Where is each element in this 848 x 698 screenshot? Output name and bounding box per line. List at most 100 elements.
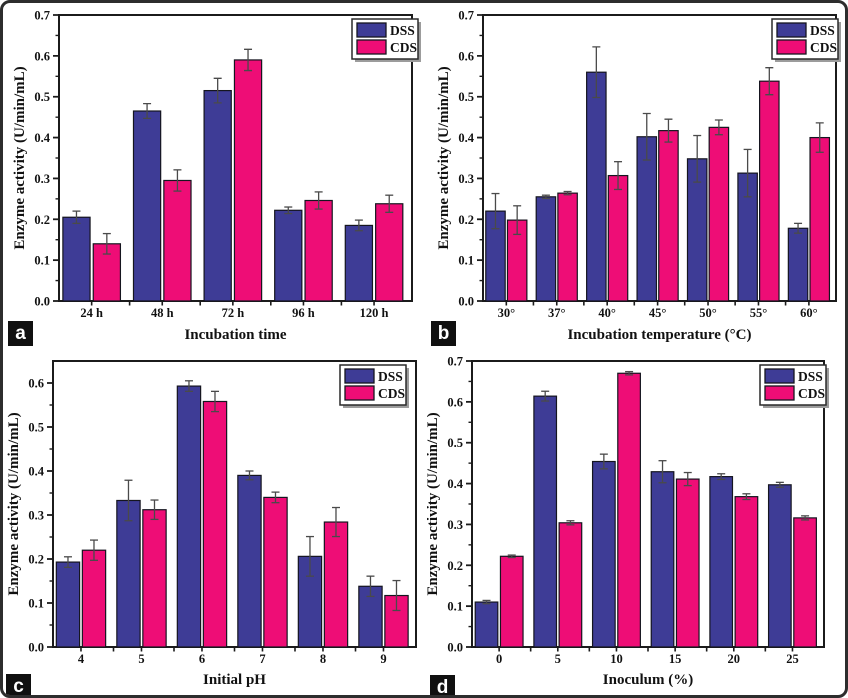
bar-dss (636, 136, 658, 302)
chart-b-svg: 0.0 0.1 0.2 0.3 0.4 0.5 0.6 0.7 30° 37° 40° 45° 50° 5… (436, 9, 841, 343)
x-tick-label: 30° (498, 306, 516, 320)
y-tick-label: 0.5 (458, 90, 474, 104)
legend-swatch-cds (356, 39, 387, 55)
bar-dss (650, 471, 675, 648)
x-tick-label: 40° (598, 306, 616, 320)
x-tick-label: 120 h (360, 306, 389, 320)
bar-cds (809, 136, 831, 302)
x-tick-label: 15 (669, 652, 682, 666)
y-tick-label: 0.5 (34, 90, 50, 104)
x-tick-label: 72 h (222, 306, 245, 320)
legend-swatch-cds (764, 385, 795, 401)
bar-dss (274, 209, 303, 302)
x-tick-label: 48 h (151, 306, 174, 320)
y-tick-label: 0.6 (458, 49, 474, 63)
y-tick-label: 0.3 (28, 509, 44, 523)
bar-dss (237, 474, 262, 648)
bar-cds (734, 496, 759, 648)
y-tick-label: 0.3 (458, 172, 474, 186)
legend-label-cds: CDS (810, 40, 837, 55)
y-tick-label: 0.0 (34, 295, 50, 309)
y-tick-label: 0.6 (28, 377, 44, 391)
bar-cds (202, 400, 228, 648)
y-tick-label: 0.5 (447, 436, 463, 450)
chart-panel-incubation-temperature: 0.0 0.1 0.2 0.3 0.4 0.5 0.6 0.7 30° 37° 40° 45° 50° 5… (427, 3, 845, 344)
panel-label-c: c (6, 674, 31, 695)
y-tick-label: 0.6 (34, 49, 50, 63)
legend-label-dss: DSS (378, 369, 403, 384)
y-axis-title: Enzyme activity (U/min/mL) (436, 66, 452, 249)
y-tick-label: 0.2 (34, 213, 50, 227)
x-tick-label: 25 (786, 652, 799, 666)
bar-dss (116, 499, 141, 648)
y-tick-label: 0.7 (447, 355, 463, 369)
y-tick-label: 0.5 (28, 421, 44, 435)
bar-dss (533, 395, 558, 648)
panel-label-a: a (8, 321, 33, 346)
panel-label-b: b (431, 321, 456, 346)
y-tick-label: 0.1 (447, 600, 463, 614)
chart-panel-inoculum: 0.0 0.1 0.2 0.3 0.4 0.5 0.6 0.7 0 5 10 15 20 25 Inocul… (427, 348, 845, 695)
bar-dss (709, 476, 734, 648)
y-tick-label: 0.0 (447, 641, 463, 655)
legend-label-cds: CDS (390, 40, 417, 55)
x-axis-title: Incubation time (184, 327, 286, 343)
y-tick-label: 0.2 (447, 559, 463, 573)
chart-d-svg: 0.0 0.1 0.2 0.3 0.4 0.5 0.6 0.7 0 5 10 15 20 25 Inocul… (427, 355, 829, 688)
legend-swatch-dss (764, 368, 795, 384)
x-axis-title: Initial pH (203, 672, 266, 688)
x-tick-label: 20 (728, 652, 741, 666)
legend-label-dss: DSS (798, 369, 823, 384)
x-tick-label: 8 (320, 652, 326, 666)
x-tick-label: 6 (199, 652, 205, 666)
y-tick-label: 0.6 (447, 395, 463, 409)
chart-a-svg: 0.0 0.1 0.2 0.3 0.4 0.5 0.6 0.7 24 h 48 h 72 h 96 h… (12, 9, 421, 343)
y-tick-label: 0.3 (34, 172, 50, 186)
bar-dss (474, 601, 499, 648)
y-tick-label: 0.2 (458, 213, 474, 227)
y-axis-title: Enzyme activity (U/min/mL) (6, 412, 22, 595)
y-tick-label: 0.4 (28, 465, 44, 479)
x-tick-label: 4 (78, 652, 85, 666)
y-tick-label: 0.7 (458, 9, 474, 23)
legend-label-dss: DSS (810, 23, 835, 38)
x-tick-label: 37° (548, 306, 566, 320)
bar-dss (62, 216, 91, 302)
bar-cds (304, 199, 333, 302)
legend-swatch-cds (344, 385, 375, 401)
y-axis-title: Enzyme activity (U/min/mL) (427, 412, 441, 595)
x-tick-label: 5 (555, 652, 561, 666)
bar-cds (375, 203, 404, 302)
bar-cds (759, 80, 780, 302)
chart-c-svg: 0.0 0.1 0.2 0.3 0.4 0.5 0.6 4 5 6 7 8 9 Initial pH Enz… (6, 360, 417, 688)
y-tick-label: 0.7 (34, 9, 50, 23)
bar-cds (617, 372, 641, 648)
y-tick-label: 0.0 (28, 641, 44, 655)
bar-dss (535, 196, 557, 302)
legend-swatch-cds (776, 39, 807, 55)
bar-cds (793, 517, 817, 648)
x-tick-label: 7 (259, 652, 265, 666)
bar-dss (787, 227, 809, 302)
bar-cds (163, 179, 192, 302)
bar-dss (767, 484, 792, 648)
bar-cds (708, 126, 730, 302)
legend-swatch-dss (356, 22, 387, 38)
y-tick-label: 0.1 (458, 254, 474, 268)
x-tick-label: 45° (649, 306, 667, 320)
bar-cds (263, 496, 288, 648)
y-tick-label: 0.0 (458, 295, 474, 309)
bar-dss (203, 89, 232, 302)
y-tick-label: 0.2 (28, 553, 44, 567)
x-tick-label: 9 (380, 652, 386, 666)
legend-label-dss: DSS (390, 23, 415, 38)
x-tick-label: 50° (699, 306, 717, 320)
bar-dss (344, 224, 374, 302)
y-tick-label: 0.3 (447, 518, 463, 532)
bar-dss (132, 110, 162, 302)
x-tick-label: 0 (496, 652, 502, 666)
y-tick-label: 0.1 (28, 597, 44, 611)
legend-label-cds: CDS (798, 386, 825, 401)
legend-swatch-dss (776, 22, 807, 38)
